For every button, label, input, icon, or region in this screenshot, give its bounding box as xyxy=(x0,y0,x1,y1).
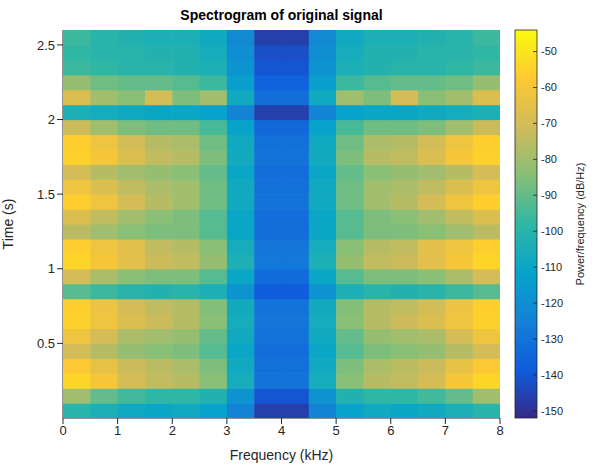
svg-text:0.5: 0.5 xyxy=(37,336,55,351)
svg-text:0: 0 xyxy=(59,423,66,438)
svg-text:3: 3 xyxy=(223,423,230,438)
svg-text:-80: -80 xyxy=(541,153,557,165)
svg-text:-60: -60 xyxy=(541,81,557,93)
svg-text:-140: -140 xyxy=(541,369,563,381)
svg-text:-50: -50 xyxy=(541,45,557,57)
svg-text:7: 7 xyxy=(442,423,449,438)
svg-text:6: 6 xyxy=(387,423,394,438)
svg-text:-100: -100 xyxy=(541,225,563,237)
svg-text:8: 8 xyxy=(496,423,503,438)
svg-text:4: 4 xyxy=(278,423,285,438)
svg-text:Power/frequency (dB/Hz): Power/frequency (dB/Hz) xyxy=(574,163,586,286)
svg-text:-110: -110 xyxy=(541,261,562,273)
svg-text:2.5: 2.5 xyxy=(37,38,55,53)
svg-text:5: 5 xyxy=(333,423,340,438)
svg-text:1: 1 xyxy=(48,261,55,276)
svg-text:1.5: 1.5 xyxy=(37,187,55,202)
svg-text:-120: -120 xyxy=(541,297,563,309)
svg-text:-150: -150 xyxy=(541,405,563,417)
svg-text:2: 2 xyxy=(48,112,55,127)
svg-text:-90: -90 xyxy=(541,189,557,201)
svg-text:Frequency (kHz): Frequency (kHz) xyxy=(230,447,333,463)
html-text:Spectrogram of original signal: Spectrogram of original signal xyxy=(180,7,383,23)
svg-text:2: 2 xyxy=(169,423,176,438)
svg-text:-130: -130 xyxy=(541,333,563,345)
svg-text:1: 1 xyxy=(114,423,121,438)
svg-text:Time (s): Time (s) xyxy=(0,199,16,250)
svg-text:-70: -70 xyxy=(541,117,557,129)
